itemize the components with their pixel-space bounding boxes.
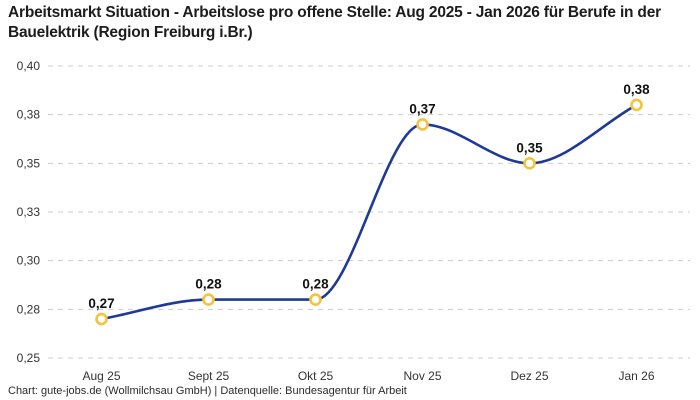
data-point-label: 0,38 [623,82,650,97]
data-point-label: 0,27 [88,296,114,311]
data-point [202,293,215,306]
data-point [630,98,643,112]
y-tick-label: 0,38 [17,108,41,122]
y-tick-label: 0,40 [17,59,41,73]
y-tick-label: 0,28 [17,302,41,316]
data-point [523,157,536,170]
x-tick-label: Nov 25 [403,369,441,383]
x-tick-label: Jan 26 [618,369,654,383]
data-point-label: 0,35 [516,140,543,155]
x-tick-label: Dez 25 [510,369,548,383]
y-tick-label: 0,25 [17,351,41,365]
data-point-label: 0,28 [195,277,222,292]
data-point [416,118,429,131]
y-tick-label: 0,30 [17,254,41,268]
x-tick-label: Okt 25 [298,369,334,383]
data-point-label: 0,28 [302,277,329,292]
data-point [95,312,108,326]
x-tick-label: Aug 25 [82,369,120,383]
chart-footer: Chart: gute-jobs.de (Wollmilchsau GmbH) … [8,385,407,397]
y-tick-label: 0,35 [17,156,41,170]
y-tick-label: 0,33 [17,205,41,219]
chart-title: Arbeitsmarkt Situation - Arbeitslose pro… [8,4,661,41]
x-tick-label: Sept 25 [188,369,230,383]
data-point [309,293,322,306]
data-point-label: 0,37 [409,101,435,116]
